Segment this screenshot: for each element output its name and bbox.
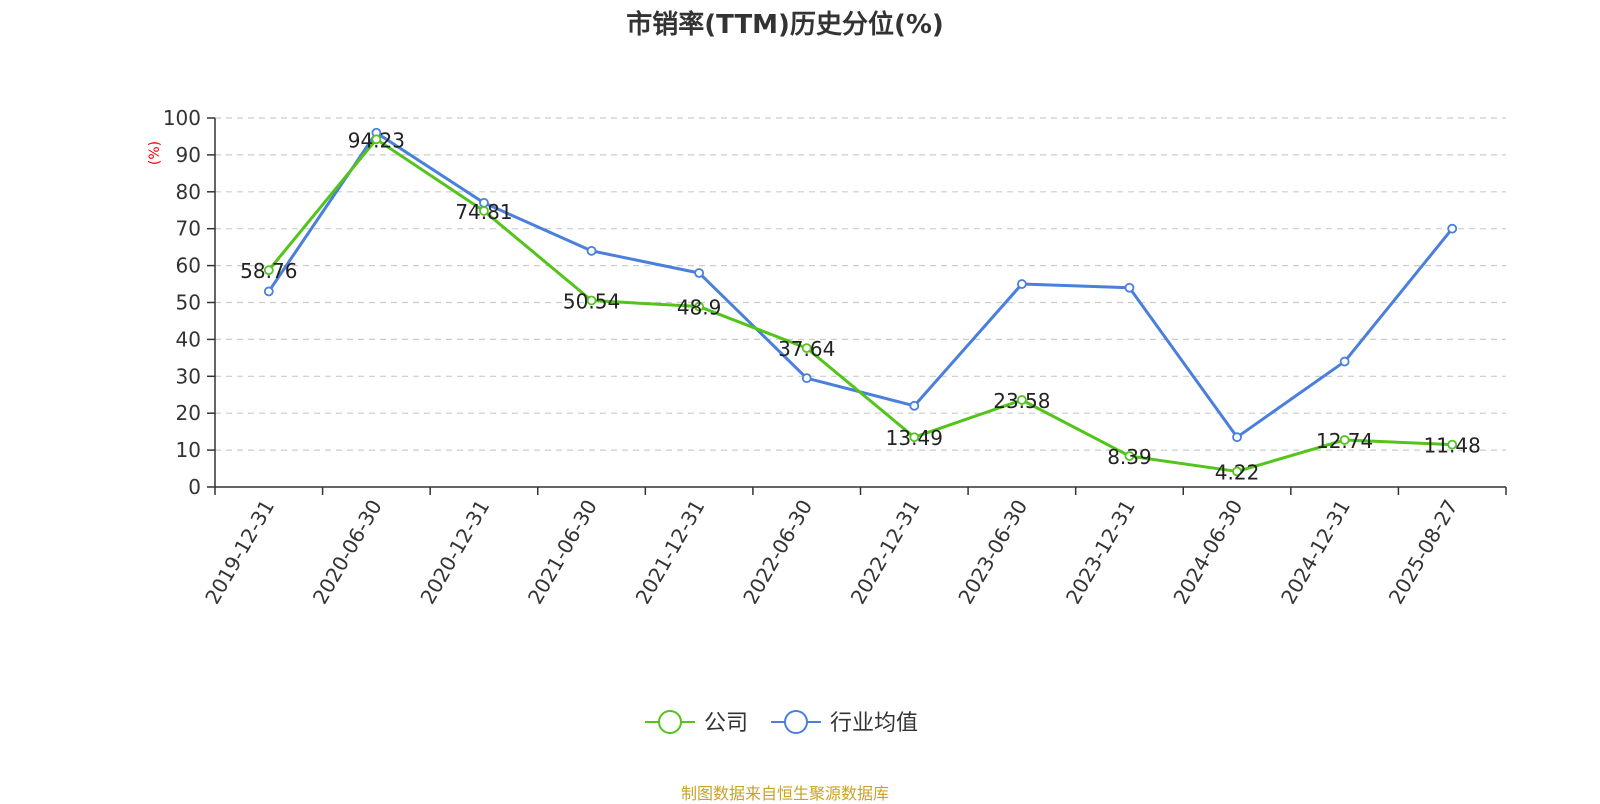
data-point[interactable] <box>1447 223 1458 234</box>
data-label: 4.22 <box>1215 460 1260 484</box>
y-tick-label: 10 <box>176 438 201 462</box>
x-tick-label: 2021-12-31 <box>631 496 710 609</box>
legend[interactable]: 公司 行业均值 <box>645 710 918 736</box>
legend-item-1[interactable]: 行业均值 <box>771 710 918 736</box>
data-label: 94.23 <box>348 128 405 152</box>
chart-title: 市销率(TTM)历史分位(%) <box>626 10 944 40</box>
data-point[interactable] <box>479 206 489 216</box>
y-tick-label: 0 <box>188 475 201 499</box>
source-note: 制图数据来自恒生聚源数据库 <box>680 784 889 803</box>
data-point[interactable] <box>801 343 812 354</box>
y-tick-label: 100 <box>163 106 201 130</box>
y-tick-label: 50 <box>176 291 201 315</box>
data-point[interactable] <box>263 286 274 297</box>
y-tick-label: 30 <box>176 364 201 388</box>
x-tick-label: 2020-12-31 <box>415 496 494 609</box>
x-tick-label: 2019-12-31 <box>200 496 279 609</box>
data-label: 11.48 <box>1424 434 1481 458</box>
data-point[interactable] <box>1447 439 1458 450</box>
data-point[interactable] <box>1339 356 1350 367</box>
data-point[interactable] <box>694 268 705 278</box>
legend-label: 公司 <box>704 711 748 736</box>
data-label: 58.76 <box>240 259 297 283</box>
data-point[interactable] <box>1016 279 1027 289</box>
data-label: 8.39 <box>1107 445 1152 469</box>
y-axis-label: (%) <box>147 141 163 165</box>
data-label: 48.9 <box>677 296 722 320</box>
data-point[interactable] <box>909 400 920 411</box>
x-tick-label: 2023-06-30 <box>953 496 1032 609</box>
series-line-0[interactable] <box>267 137 1453 473</box>
data-label: 50.54 <box>563 290 620 314</box>
x-tick-label: 2021-06-30 <box>523 496 602 609</box>
data-point[interactable] <box>801 373 812 384</box>
data-point[interactable] <box>1124 282 1135 293</box>
data-point[interactable] <box>586 245 597 256</box>
x-tick-label: 2022-06-30 <box>738 496 817 609</box>
data-point[interactable] <box>909 432 920 443</box>
data-point[interactable] <box>263 265 274 276</box>
gridlines <box>215 117 1506 451</box>
data-label: 23.58 <box>993 389 1050 413</box>
data-label: 74.81 <box>455 200 512 224</box>
data-label: 12.74 <box>1316 429 1373 453</box>
y-tick-label: 40 <box>176 327 201 351</box>
x-tick-label: 2022-12-31 <box>846 496 925 609</box>
y-tick-label: 60 <box>176 254 201 278</box>
data-point[interactable] <box>1232 466 1242 477</box>
data-point[interactable] <box>371 134 382 145</box>
data-point[interactable] <box>1339 435 1350 445</box>
legend-marker <box>784 710 808 734</box>
x-tick-label: 2023-12-31 <box>1061 496 1140 609</box>
legend-item-0[interactable]: 公司 <box>645 710 748 736</box>
y-tick-label: 70 <box>176 217 201 241</box>
legend-marker <box>658 710 682 734</box>
data-point[interactable] <box>1232 432 1242 443</box>
series-lines <box>263 127 1458 477</box>
data-point[interactable] <box>694 301 705 312</box>
x-tick-label: 2024-12-31 <box>1276 496 1355 609</box>
data-point[interactable] <box>1124 451 1135 461</box>
data-label: 37.64 <box>778 337 835 361</box>
data-point[interactable] <box>586 295 597 306</box>
y-tick-label: 20 <box>176 401 201 425</box>
legend-label: 行业均值 <box>830 711 918 736</box>
x-tick-label: 2024-06-30 <box>1168 496 1247 609</box>
y-tick-label: 80 <box>176 180 201 204</box>
data-label: 13.49 <box>886 426 943 450</box>
data-point[interactable] <box>1016 395 1027 405</box>
y-tick-label: 90 <box>176 143 201 167</box>
x-tick-label: 2025-08-27 <box>1384 496 1463 609</box>
data-labels: 58.76 94.23 74.81 50.54 48.9 37.64 13.49 23.58 8… <box>240 128 1481 484</box>
x-tick-label: 2020-06-30 <box>308 496 387 609</box>
